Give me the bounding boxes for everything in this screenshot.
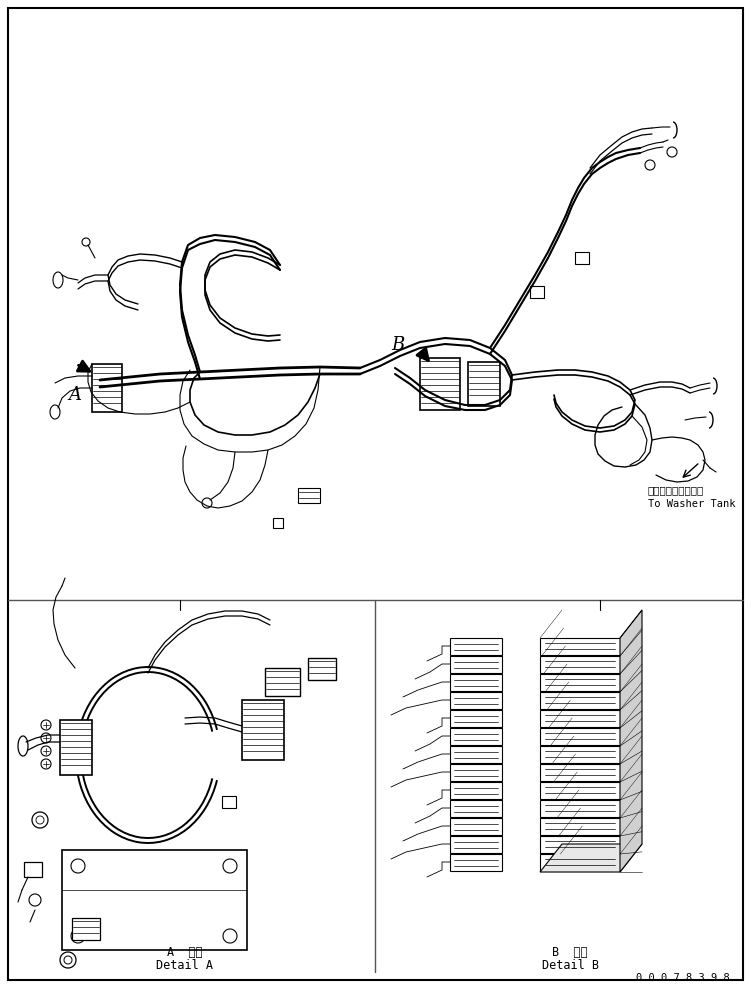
Bar <box>450 656 502 673</box>
Bar <box>468 362 500 406</box>
Bar <box>540 782 620 799</box>
Bar <box>450 638 502 655</box>
Bar <box>450 728 502 745</box>
Bar <box>72 918 100 940</box>
Bar <box>540 656 620 673</box>
Text: B: B <box>391 336 405 354</box>
Bar <box>575 252 589 264</box>
Bar <box>450 674 502 691</box>
Bar <box>450 800 502 817</box>
Bar <box>420 358 460 410</box>
Bar <box>540 764 620 781</box>
Bar <box>540 692 620 709</box>
Bar <box>450 710 502 727</box>
Bar <box>450 854 502 871</box>
Polygon shape <box>620 610 642 872</box>
Bar <box>265 668 300 696</box>
Bar <box>24 862 42 877</box>
Bar <box>62 850 247 950</box>
Bar <box>540 728 620 745</box>
Bar <box>540 818 620 835</box>
Bar <box>308 658 336 680</box>
Bar <box>222 796 236 808</box>
Bar <box>450 818 502 835</box>
Bar <box>450 746 502 763</box>
Bar <box>540 674 620 691</box>
Bar <box>450 836 502 853</box>
Text: A: A <box>68 386 82 404</box>
Bar <box>540 800 620 817</box>
Bar <box>450 764 502 781</box>
Bar <box>540 710 620 727</box>
Bar <box>540 854 620 871</box>
Bar <box>273 518 283 528</box>
Bar <box>540 836 620 853</box>
Bar <box>540 638 620 655</box>
Bar <box>450 692 502 709</box>
Text: ウォッシャタンクへ: ウォッシャタンクへ <box>648 485 704 495</box>
Text: Detail B: Detail B <box>541 958 599 971</box>
Bar <box>242 700 284 760</box>
Bar <box>530 286 544 298</box>
Bar <box>450 782 502 799</box>
Text: Detail A: Detail A <box>156 958 213 971</box>
Bar <box>92 364 122 412</box>
Bar <box>60 720 92 775</box>
Text: A  詳細: A 詳細 <box>167 946 203 958</box>
Text: 0 0 0 7 8 3 9 8: 0 0 0 7 8 3 9 8 <box>636 973 730 983</box>
Bar <box>298 488 320 503</box>
Text: To Washer Tank: To Washer Tank <box>648 499 735 509</box>
Polygon shape <box>540 844 642 872</box>
Bar <box>540 746 620 763</box>
Text: B  詳細: B 詳細 <box>552 946 588 958</box>
